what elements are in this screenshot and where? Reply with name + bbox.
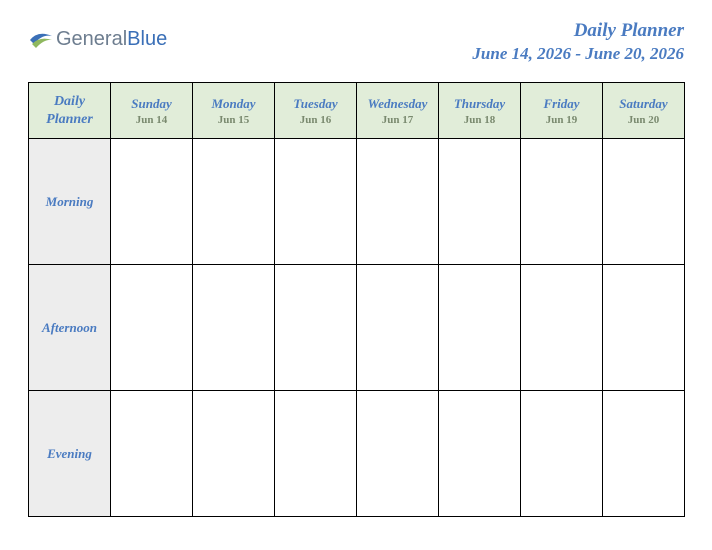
cell — [439, 391, 521, 517]
day-head-tue: Tuesday Jun 16 — [275, 83, 357, 139]
day-date: Jun 16 — [277, 114, 354, 126]
logo-text-general: General — [56, 28, 127, 51]
planner-page: GeneralBlue Daily Planner June 14, 2026 … — [0, 0, 712, 545]
cell — [521, 139, 603, 265]
day-date: Jun 18 — [441, 114, 518, 126]
row-evening: Evening — [29, 391, 685, 517]
title-block: Daily Planner June 14, 2026 - June 20, 2… — [472, 20, 684, 64]
row-afternoon: Afternoon — [29, 265, 685, 391]
cell — [357, 139, 439, 265]
day-head-wed: Wednesday Jun 17 — [357, 83, 439, 139]
cell — [521, 391, 603, 517]
cell — [275, 391, 357, 517]
day-name: Monday — [195, 96, 272, 112]
day-head-sat: Saturday Jun 20 — [603, 83, 685, 139]
day-head-fri: Friday Jun 19 — [521, 83, 603, 139]
day-head-sun: Sunday Jun 14 — [111, 83, 193, 139]
planner-table: Daily Planner Sunday Jun 14 Monday Jun 1… — [28, 82, 685, 517]
cell — [357, 265, 439, 391]
day-date: Jun 14 — [113, 114, 190, 126]
day-date: Jun 17 — [359, 114, 436, 126]
corner-line1: Daily — [33, 93, 106, 111]
cell — [111, 265, 193, 391]
logo-swoosh-icon — [28, 26, 54, 52]
cell — [357, 391, 439, 517]
row-label-morning: Morning — [29, 139, 111, 265]
cell — [193, 391, 275, 517]
page-header: GeneralBlue Daily Planner June 14, 2026 … — [28, 20, 684, 64]
cell — [275, 265, 357, 391]
cell — [603, 139, 685, 265]
day-date: Jun 19 — [523, 114, 600, 126]
date-range: June 14, 2026 - June 20, 2026 — [472, 44, 684, 64]
cell — [193, 139, 275, 265]
cell — [603, 391, 685, 517]
day-head-mon: Monday Jun 15 — [193, 83, 275, 139]
day-name: Tuesday — [277, 96, 354, 112]
day-head-thu: Thursday Jun 18 — [439, 83, 521, 139]
day-name: Thursday — [441, 96, 518, 112]
corner-cell: Daily Planner — [29, 83, 111, 139]
cell — [603, 265, 685, 391]
cell — [193, 265, 275, 391]
header-row: Daily Planner Sunday Jun 14 Monday Jun 1… — [29, 83, 685, 139]
cell — [439, 265, 521, 391]
cell — [439, 139, 521, 265]
day-name: Sunday — [113, 96, 190, 112]
brand-logo: GeneralBlue — [28, 26, 167, 52]
row-label-evening: Evening — [29, 391, 111, 517]
day-name: Saturday — [605, 96, 682, 112]
day-name: Friday — [523, 96, 600, 112]
cell — [521, 265, 603, 391]
row-morning: Morning — [29, 139, 685, 265]
cell — [111, 391, 193, 517]
page-title: Daily Planner — [472, 20, 684, 42]
cell — [275, 139, 357, 265]
day-date: Jun 20 — [605, 114, 682, 126]
corner-line2: Planner — [33, 111, 106, 129]
day-date: Jun 15 — [195, 114, 272, 126]
cell — [111, 139, 193, 265]
day-name: Wednesday — [359, 96, 436, 112]
row-label-afternoon: Afternoon — [29, 265, 111, 391]
logo-text-blue: Blue — [127, 28, 167, 51]
